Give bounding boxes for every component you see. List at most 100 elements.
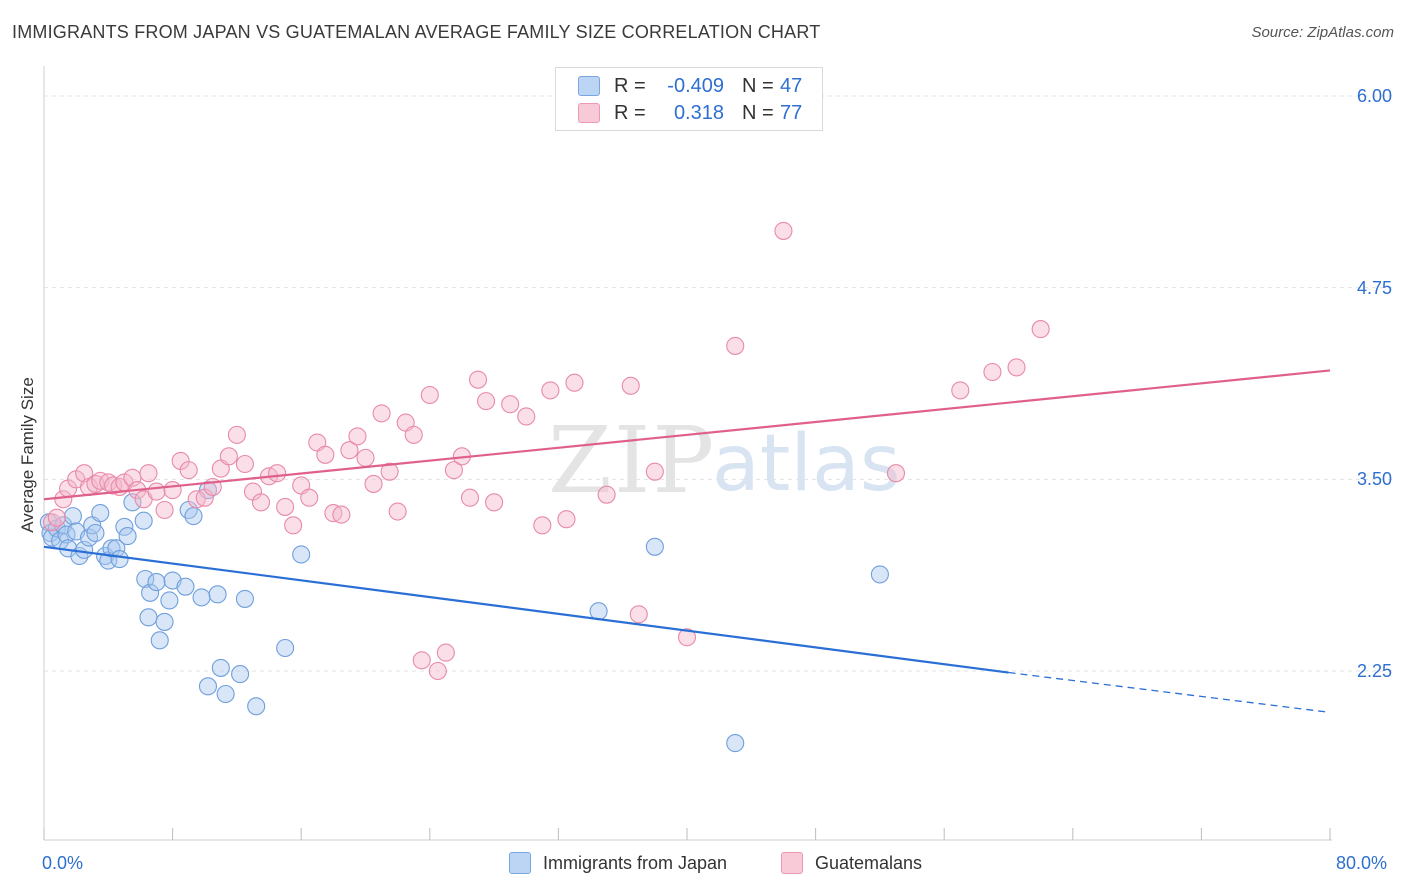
guatemala-point [477, 392, 496, 411]
guatemala-point [235, 454, 254, 474]
guatemala-point [348, 427, 367, 446]
legend-n-label: N = [742, 101, 774, 124]
japan-trend-line [43, 545, 1009, 674]
guatemala-point [380, 462, 399, 481]
japan-point [216, 684, 235, 704]
correlation-legend: R = -0.409 N = 47 R = 0.318 N = 77 [555, 67, 823, 131]
y-axis-label: Average Family Size [18, 377, 37, 533]
guatemala-point [726, 336, 745, 355]
guatemala-point [468, 370, 488, 389]
chart-title: IMMIGRANTS FROM JAPAN VS GUATEMALAN AVER… [12, 22, 821, 42]
guatemala-point [1007, 358, 1026, 377]
guatemala-point [316, 445, 335, 464]
guatemala-point [388, 502, 407, 521]
japan-point [208, 585, 227, 604]
japan-point [235, 589, 254, 608]
guatemala-point [444, 461, 463, 480]
japan-point [198, 677, 218, 696]
y-tick-label: 3.50 [1356, 469, 1392, 489]
series-legend: Immigrants from Japan Guatemalans [0, 852, 1406, 878]
japan-trend-line-extension [1008, 671, 1331, 714]
japan-point [192, 588, 211, 607]
japan-point [184, 507, 203, 526]
legend-item-guatemala[interactable]: Guatemalans [781, 852, 922, 874]
guatemala-point [541, 381, 560, 400]
watermark-atlas: atlas [712, 419, 901, 509]
legend-row-guatemala: R = 0.318 N = 77 [578, 100, 802, 126]
japan-point [118, 527, 137, 546]
japan-point [63, 507, 82, 526]
japan-point [134, 511, 153, 530]
guatemala-point [677, 628, 697, 647]
y-tick-label: 2.25 [1356, 661, 1392, 681]
legend-r-label: R = [614, 74, 646, 97]
japan-point [870, 565, 889, 584]
guatemala-point [629, 605, 648, 624]
guatemala-point [412, 651, 431, 670]
guatemala-point [364, 474, 383, 493]
japan-point [91, 504, 110, 523]
legend-swatch-japan [578, 76, 600, 96]
guatemala-point [340, 441, 359, 460]
guatemala-point [332, 505, 351, 524]
legend-r-value: -0.409 [667, 74, 724, 97]
watermark-zip: ZIP [548, 407, 716, 514]
japan-point [86, 523, 105, 543]
japan-point [139, 608, 158, 627]
x-tick-label-min: 0.0% [42, 853, 84, 873]
japan-point [726, 734, 745, 753]
legend-n-label: N = [742, 74, 774, 97]
guatemala-point [300, 488, 319, 507]
guatemala-point [428, 661, 447, 681]
japan-point [57, 525, 76, 544]
guatemala-point [420, 385, 439, 405]
guatemala-point [284, 516, 303, 535]
guatemala-point [565, 373, 584, 392]
guatemala-point [219, 447, 238, 466]
guatemala-point [621, 376, 640, 395]
guatemala-point [163, 481, 182, 500]
guatemala-point [268, 464, 287, 483]
japan-point [211, 658, 230, 677]
guatemala-point [774, 221, 793, 240]
guatemala-point [645, 462, 664, 481]
guatemala-point [1031, 320, 1050, 339]
guatemala-points [42, 221, 1050, 681]
guatemala-point [47, 508, 66, 527]
guatemala-point [597, 485, 616, 504]
japan-point [155, 612, 174, 631]
guatemala-point [147, 482, 166, 501]
guatemala-point [356, 448, 375, 467]
y-tick-label: 4.75 [1356, 278, 1392, 298]
guatemala-point [517, 407, 536, 426]
guatemala-point [251, 493, 271, 512]
x-tick-label-max: 80.0% [1336, 853, 1388, 873]
japan-point [589, 602, 608, 621]
japan-point [276, 638, 295, 658]
guatemala-point [436, 643, 455, 662]
japan-point [150, 631, 169, 650]
japan-point [645, 537, 664, 556]
guatemala-point [139, 464, 158, 483]
guatemala-point [75, 464, 94, 483]
guatemala-point [533, 516, 552, 535]
guatemala-point [886, 464, 906, 483]
japan-point [247, 697, 266, 716]
guatemala-point [104, 476, 123, 495]
legend-label-japan: Immigrants from Japan [543, 852, 728, 873]
legend-item-japan[interactable]: Immigrants from Japan [509, 852, 727, 874]
japan-point [110, 550, 129, 569]
japan-point [147, 573, 166, 592]
guatemala-trend-line [43, 369, 1331, 501]
axes [43, 66, 1332, 841]
guatemala-point [99, 473, 118, 492]
trend-lines [43, 369, 1331, 714]
guatemala-point [557, 510, 576, 529]
guatemala-point [951, 381, 970, 400]
legend-r-label: R = [614, 101, 646, 124]
legend-swatch-guatemala [578, 103, 600, 123]
guatemala-point [485, 493, 504, 512]
legend-swatch-japan [509, 852, 531, 874]
